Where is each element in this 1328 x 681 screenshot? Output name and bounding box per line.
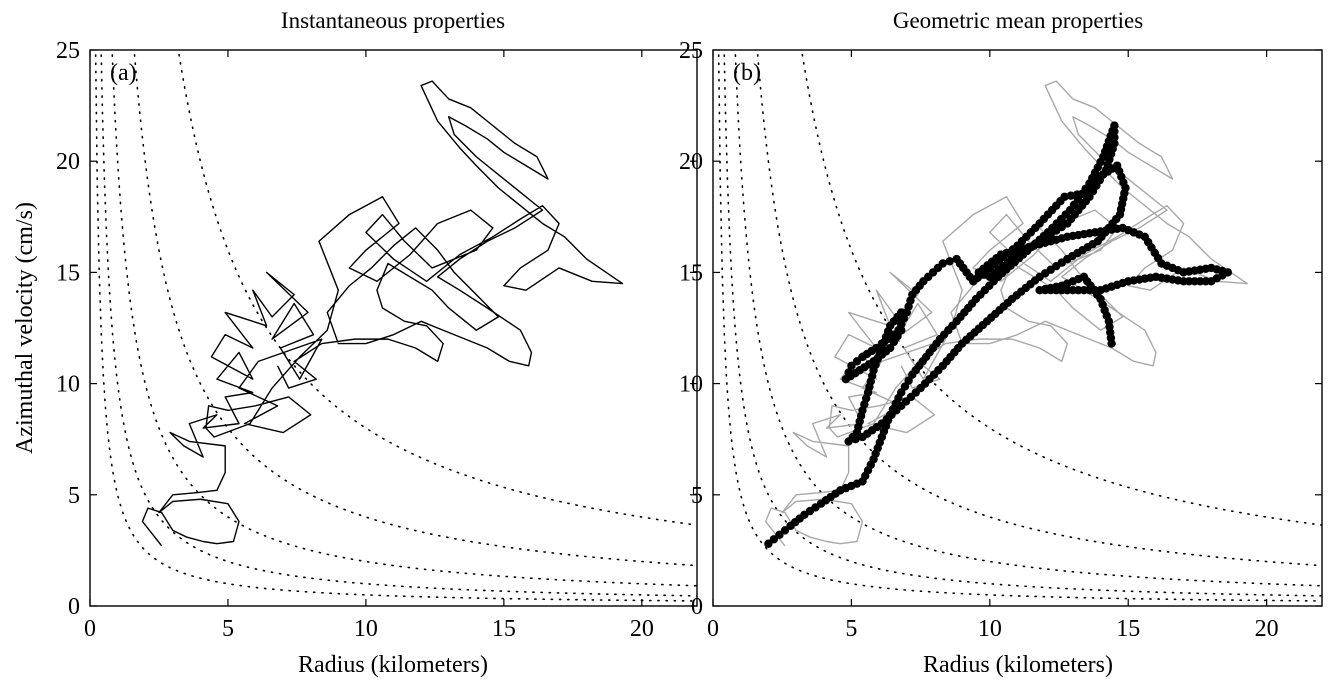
panel-a-x-axis-label: Radius (kilometers)	[298, 652, 488, 678]
panel-a-ticks: 0 5 10 15 20 0 5 10 15 20 25	[56, 38, 697, 642]
panel-a-label: (a)	[110, 60, 137, 86]
reference-curve-1	[717, 50, 1322, 602]
data-point	[945, 257, 954, 266]
series-dots-2	[764, 121, 1233, 548]
x-tick-label: 0	[707, 616, 719, 642]
y-tick-label: 15	[56, 260, 80, 286]
panel-b-ticks: 0 5 10 15 20 0 5 10 15 20 25	[679, 38, 1322, 642]
panel-b-x-axis-label: Radius (kilometers)	[923, 652, 1113, 678]
y-axis-label: Azimuthal velocity (cm/s)	[12, 202, 38, 454]
reference-curve-2	[723, 50, 1322, 597]
series-line-1	[764, 80, 1248, 547]
data-point	[1110, 121, 1119, 130]
panel-b-label: (b)	[733, 60, 761, 86]
panel-a-series	[141, 80, 624, 547]
x-tick-label: 5	[222, 616, 234, 642]
y-tick-label: 15	[679, 260, 703, 286]
reference-curve-2	[100, 50, 697, 597]
series-line-1	[141, 80, 624, 547]
panel-b: Geometric mean properties 0 5 10 15 20 0 5 10 15…	[679, 8, 1323, 678]
panel-a-title: Instantaneous properties	[281, 8, 505, 33]
data-point	[1066, 191, 1075, 200]
x-tick-label: 10	[978, 616, 1002, 642]
reference-curve-1	[94, 50, 697, 602]
x-tick-label: 15	[492, 616, 516, 642]
x-tick-label: 0	[84, 616, 96, 642]
y-tick-label: 25	[679, 38, 703, 64]
data-point	[952, 254, 961, 264]
data-point	[897, 320, 906, 329]
y-tick-label: 25	[56, 38, 80, 64]
data-point	[1072, 190, 1082, 199]
y-tick-label: 10	[679, 372, 703, 398]
data-point	[844, 437, 853, 446]
reference-curve-3	[111, 50, 697, 587]
data-point	[1079, 189, 1088, 198]
panel-b-title: Geometric mean properties	[893, 8, 1143, 33]
y-tick-label: 5	[691, 483, 703, 509]
y-tick-label: 20	[56, 149, 80, 175]
panel-a-reference-curves	[94, 50, 697, 602]
y-tick-label: 5	[68, 483, 80, 509]
panel-b-series	[764, 80, 1248, 548]
panel-a: Instantaneous properties 0 5 10 15 20 0 5 10 15 2…	[12, 8, 698, 678]
y-tick-label: 0	[68, 594, 80, 620]
panel-a-axes-frame	[89, 49, 698, 607]
data-point	[897, 326, 906, 335]
x-tick-label: 10	[354, 616, 378, 642]
y-tick-label: 10	[56, 372, 80, 398]
data-point	[1107, 339, 1116, 348]
data-point	[1110, 127, 1119, 136]
data-point	[851, 435, 860, 444]
reference-curve-5	[177, 50, 697, 526]
x-tick-label: 5	[845, 616, 857, 642]
reference-curve-3	[734, 50, 1322, 587]
panel-b-axes-frame	[712, 49, 1323, 607]
reference-curve-4	[133, 50, 697, 567]
x-tick-label: 20	[1255, 616, 1279, 642]
data-point	[1110, 133, 1119, 142]
x-tick-label: 20	[630, 616, 654, 642]
y-tick-label: 0	[691, 594, 703, 620]
y-tick-label: 20	[679, 149, 703, 175]
reference-curve-5	[800, 50, 1322, 526]
x-tick-label: 15	[1116, 616, 1140, 642]
data-point	[847, 361, 856, 371]
